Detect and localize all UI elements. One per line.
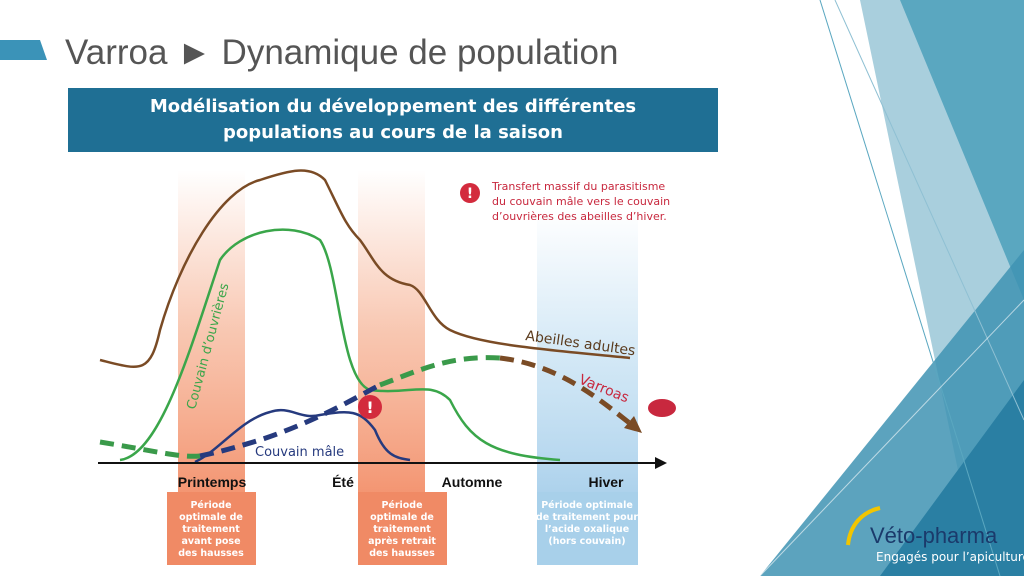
period-text: avant pose <box>181 536 240 547</box>
season-label: Printemps <box>178 474 247 490</box>
varroa-curve <box>499 355 634 427</box>
warning-icon <box>358 395 382 419</box>
period-box <box>167 492 256 565</box>
season-label: Automne <box>442 474 503 490</box>
logo-name: Véto-pharma <box>870 523 998 548</box>
warning-icon <box>460 183 480 203</box>
mite-icon <box>648 399 676 417</box>
period-text: traitement <box>182 524 240 535</box>
period-text: des hausses <box>178 548 244 559</box>
warning-mark: ! <box>366 398 373 417</box>
period-text: optimale de <box>370 512 434 523</box>
period-text: l’acide oxalique <box>545 524 629 535</box>
period-text: Période <box>190 500 231 511</box>
title: Varroa ► Dynamique de population <box>65 33 619 72</box>
period-box <box>537 492 638 565</box>
annotation: du couvain mâle vers le couvain <box>492 195 670 208</box>
period-text: traitement <box>373 524 431 535</box>
band <box>358 170 425 492</box>
decoration <box>759 0 1024 576</box>
varroa-curve <box>199 382 382 459</box>
annotation: Transfert massif du parasitisme <box>491 180 665 193</box>
band <box>178 170 245 492</box>
period-text: Période optimale <box>541 500 633 511</box>
period-text: des hausses <box>369 548 435 559</box>
worker-brood-curve <box>119 228 561 462</box>
arrowhead <box>624 416 642 433</box>
period-text: de traitement pour <box>536 512 638 523</box>
season-label: Été <box>332 474 354 490</box>
period-text: Période <box>381 500 422 511</box>
period-text: optimale de <box>179 512 243 523</box>
logo-mark <box>846 506 881 546</box>
banner-text: Modélisation du développement des différ… <box>150 96 636 117</box>
axis-arrow <box>655 457 667 469</box>
annotation: d’ouvrières des abeilles d’hiver. <box>492 210 667 223</box>
title-accent <box>0 40 47 60</box>
period-box <box>358 492 447 565</box>
warning-mark: ! <box>467 186 473 202</box>
banner <box>68 88 718 152</box>
period-text: après retrait <box>368 536 436 547</box>
curve-label: Couvain mâle <box>255 445 344 460</box>
drone-brood-curve <box>194 408 411 464</box>
logo-tagline: Engagés pour l’apiculture <box>876 550 1024 564</box>
varroa-curve <box>379 355 501 388</box>
season-label: Hiver <box>588 474 624 490</box>
varroa-curve <box>99 439 201 459</box>
adult-bees-curve <box>99 169 631 368</box>
banner-text: populations au cours de la saison <box>223 122 563 143</box>
period-text: (hors couvain) <box>548 536 625 547</box>
